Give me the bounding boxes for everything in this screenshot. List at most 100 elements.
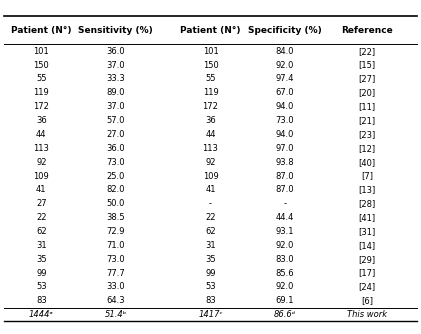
Text: 113: 113 bbox=[203, 144, 218, 153]
Text: 97.4: 97.4 bbox=[275, 74, 294, 84]
Text: [13]: [13] bbox=[359, 185, 376, 194]
Text: [40]: [40] bbox=[359, 158, 376, 167]
Text: 36: 36 bbox=[205, 116, 216, 125]
Text: 119: 119 bbox=[203, 88, 218, 97]
Text: 44: 44 bbox=[36, 130, 47, 139]
Text: [23]: [23] bbox=[359, 130, 376, 139]
Text: 1417ᶜ: 1417ᶜ bbox=[198, 310, 223, 319]
Text: 86.6ᵈ: 86.6ᵈ bbox=[274, 310, 296, 319]
Text: 94.0: 94.0 bbox=[276, 130, 294, 139]
Text: [28]: [28] bbox=[359, 199, 376, 208]
Text: 84.0: 84.0 bbox=[275, 47, 294, 56]
Text: 92.0: 92.0 bbox=[276, 241, 294, 250]
Text: [41]: [41] bbox=[359, 213, 376, 222]
Text: 85.6: 85.6 bbox=[275, 269, 294, 278]
Text: Specificity (%): Specificity (%) bbox=[248, 26, 322, 35]
Text: 99: 99 bbox=[205, 269, 216, 278]
Text: 92.0: 92.0 bbox=[276, 60, 294, 69]
Text: 33.0: 33.0 bbox=[106, 283, 125, 292]
Text: Patient (N°): Patient (N°) bbox=[11, 26, 72, 35]
Text: 31: 31 bbox=[36, 241, 47, 250]
Text: 35: 35 bbox=[205, 255, 216, 264]
Text: -: - bbox=[283, 199, 286, 208]
Text: -: - bbox=[209, 199, 212, 208]
Text: 1444ᵃ: 1444ᵃ bbox=[29, 310, 54, 319]
Text: 36: 36 bbox=[36, 116, 47, 125]
Text: 83.0: 83.0 bbox=[275, 255, 294, 264]
Text: 64.3: 64.3 bbox=[106, 296, 125, 305]
Text: 22: 22 bbox=[205, 213, 216, 222]
Text: 73.0: 73.0 bbox=[275, 116, 294, 125]
Text: [24]: [24] bbox=[359, 283, 376, 292]
Text: This work: This work bbox=[347, 310, 387, 319]
Text: [20]: [20] bbox=[359, 88, 376, 97]
Text: 55: 55 bbox=[205, 74, 216, 84]
Text: 73.0: 73.0 bbox=[106, 158, 125, 167]
Text: 67.0: 67.0 bbox=[275, 88, 294, 97]
Text: 55: 55 bbox=[36, 74, 47, 84]
Text: 89.0: 89.0 bbox=[107, 88, 125, 97]
Text: [31]: [31] bbox=[359, 227, 376, 236]
Text: [15]: [15] bbox=[359, 60, 376, 69]
Text: 62: 62 bbox=[205, 227, 216, 236]
Text: 37.0: 37.0 bbox=[106, 102, 125, 111]
Text: 36.0: 36.0 bbox=[106, 47, 125, 56]
Text: [14]: [14] bbox=[359, 241, 376, 250]
Text: 57.0: 57.0 bbox=[107, 116, 125, 125]
Text: 113: 113 bbox=[33, 144, 49, 153]
Text: 33.3: 33.3 bbox=[106, 74, 125, 84]
Text: 37.0: 37.0 bbox=[106, 60, 125, 69]
Text: Reference: Reference bbox=[341, 26, 393, 35]
Text: 77.7: 77.7 bbox=[106, 269, 125, 278]
Text: 41: 41 bbox=[36, 185, 47, 194]
Text: 97.0: 97.0 bbox=[275, 144, 294, 153]
Text: 172: 172 bbox=[33, 102, 49, 111]
Text: [17]: [17] bbox=[359, 269, 376, 278]
Text: 92: 92 bbox=[205, 158, 216, 167]
Text: [11]: [11] bbox=[359, 102, 376, 111]
Text: 53: 53 bbox=[205, 283, 216, 292]
Text: 71.0: 71.0 bbox=[107, 241, 125, 250]
Text: 109: 109 bbox=[203, 171, 218, 180]
Text: 38.5: 38.5 bbox=[106, 213, 125, 222]
Text: [21]: [21] bbox=[359, 116, 376, 125]
Text: [12]: [12] bbox=[359, 144, 376, 153]
Text: 41: 41 bbox=[205, 185, 216, 194]
Text: 51.4ᵇ: 51.4ᵇ bbox=[104, 310, 127, 319]
Text: 36.0: 36.0 bbox=[106, 144, 125, 153]
Text: 92.0: 92.0 bbox=[276, 283, 294, 292]
Text: 101: 101 bbox=[33, 47, 49, 56]
Text: 172: 172 bbox=[203, 102, 218, 111]
Text: 50.0: 50.0 bbox=[107, 199, 125, 208]
Text: 69.1: 69.1 bbox=[275, 296, 294, 305]
Text: 119: 119 bbox=[33, 88, 49, 97]
Text: 35: 35 bbox=[36, 255, 47, 264]
Text: 82.0: 82.0 bbox=[107, 185, 125, 194]
Text: 83: 83 bbox=[36, 296, 47, 305]
Text: 87.0: 87.0 bbox=[275, 171, 294, 180]
Text: 150: 150 bbox=[203, 60, 218, 69]
Text: 44.4: 44.4 bbox=[276, 213, 294, 222]
Text: 44: 44 bbox=[205, 130, 216, 139]
Text: 87.0: 87.0 bbox=[275, 185, 294, 194]
Text: 92: 92 bbox=[36, 158, 47, 167]
Text: 109: 109 bbox=[33, 171, 49, 180]
Text: 53: 53 bbox=[36, 283, 47, 292]
Text: 99: 99 bbox=[36, 269, 47, 278]
Text: [22]: [22] bbox=[359, 47, 376, 56]
Text: [6]: [6] bbox=[361, 296, 373, 305]
Text: 101: 101 bbox=[203, 47, 218, 56]
Text: [27]: [27] bbox=[359, 74, 376, 84]
Text: Sensitivity (%): Sensitivity (%) bbox=[78, 26, 153, 35]
Text: 31: 31 bbox=[205, 241, 216, 250]
Text: Patient (N°): Patient (N°) bbox=[180, 26, 241, 35]
Text: 93.8: 93.8 bbox=[275, 158, 294, 167]
Text: 72.9: 72.9 bbox=[107, 227, 125, 236]
Text: 93.1: 93.1 bbox=[275, 227, 294, 236]
Text: 62: 62 bbox=[36, 227, 47, 236]
Text: [7]: [7] bbox=[361, 171, 373, 180]
Text: 25.0: 25.0 bbox=[107, 171, 125, 180]
Text: 27: 27 bbox=[36, 199, 47, 208]
Text: [29]: [29] bbox=[359, 255, 376, 264]
Text: 27.0: 27.0 bbox=[107, 130, 125, 139]
